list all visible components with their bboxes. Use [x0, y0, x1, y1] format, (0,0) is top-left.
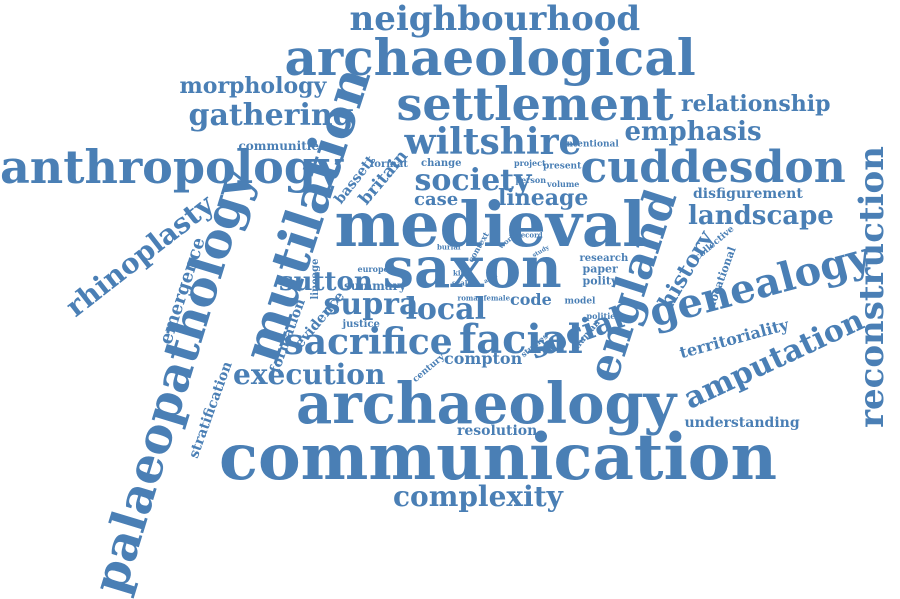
cloud-word-project: project	[514, 158, 546, 168]
cloud-word-female: female	[483, 293, 511, 303]
cloud-word-sacrifice: sacrifice	[283, 321, 453, 363]
cloud-word-gathering: gathering	[188, 98, 354, 133]
cloud-word-europe: europe	[357, 264, 389, 274]
cloud-word-supra: supra	[323, 287, 419, 322]
cloud-word-complexity: complexity	[393, 480, 563, 513]
cloud-word-change: change	[421, 158, 462, 169]
cloud-word-neighbourhood: neighbourhood	[349, 0, 641, 39]
cloud-word-polities: polities	[586, 311, 620, 321]
cloud-word-landscape: landscape	[688, 201, 834, 231]
cloud-word-disfigurement: disfigurement	[693, 186, 803, 202]
cloud-word-model: model	[564, 296, 596, 307]
cloud-word-resolution: resolution	[457, 423, 538, 439]
cloud-word-relationship: relationship	[681, 91, 831, 117]
cloud-word-communities: communities	[238, 139, 326, 153]
cloud-word-cuddesdon: cuddesdon	[580, 142, 846, 193]
cloud-word-settlement: settlement	[396, 77, 674, 131]
cloud-word-record: record	[517, 230, 543, 240]
cloud-word-summary: summary	[344, 279, 406, 293]
cloud-word-reconstruction: reconstruction	[851, 146, 892, 428]
cloud-word-case: case	[414, 189, 459, 210]
cloud-word-justice: justice	[342, 319, 380, 330]
cloud-word-king: king	[453, 268, 471, 278]
cloud-word-format: format	[370, 159, 408, 170]
cloud-word-morphology: morphology	[179, 73, 327, 99]
cloud-word-communication: communication	[219, 420, 777, 495]
cloud-word-emphasis: emphasis	[624, 117, 762, 147]
cloud-word-code: code	[510, 290, 552, 309]
cloud-word-archaeological: archaeological	[284, 28, 696, 87]
cloud-word-person: person	[515, 175, 547, 185]
cloud-word-lineage: lineage	[498, 185, 589, 211]
cloud-word-volume: volume	[547, 179, 580, 189]
cloud-word-wiltshire: wiltshire	[404, 121, 582, 163]
cloud-word-roman: roman	[457, 293, 483, 303]
cloud-word-archaeology: archaeology	[296, 371, 677, 437]
cloud-word-compton: compton	[444, 349, 523, 368]
cloud-word-medieval: medieval	[334, 188, 646, 261]
cloud-word-sutton: sutton	[279, 267, 373, 297]
cloud-word-execution: execution	[233, 358, 386, 391]
cloud-word-paper: paper	[582, 262, 618, 276]
cloud-word-research: research	[579, 253, 629, 264]
cloud-word-understanding: understanding	[684, 415, 800, 431]
cloud-word-society: society	[414, 163, 532, 198]
cloud-word-scale: scale	[452, 278, 472, 288]
cloud-word-present: present	[543, 161, 582, 172]
cloud-word-facial: facial	[459, 316, 583, 363]
cloud-word-burial: burial	[437, 242, 461, 252]
cloud-word-anthropology: anthropology	[0, 140, 343, 194]
cloud-word-polity: polity	[582, 274, 618, 288]
cloud-word-saxon: saxon	[382, 235, 562, 301]
cloud-word-local: local	[405, 292, 487, 327]
cloud-word-intentional: intentional	[563, 139, 619, 150]
